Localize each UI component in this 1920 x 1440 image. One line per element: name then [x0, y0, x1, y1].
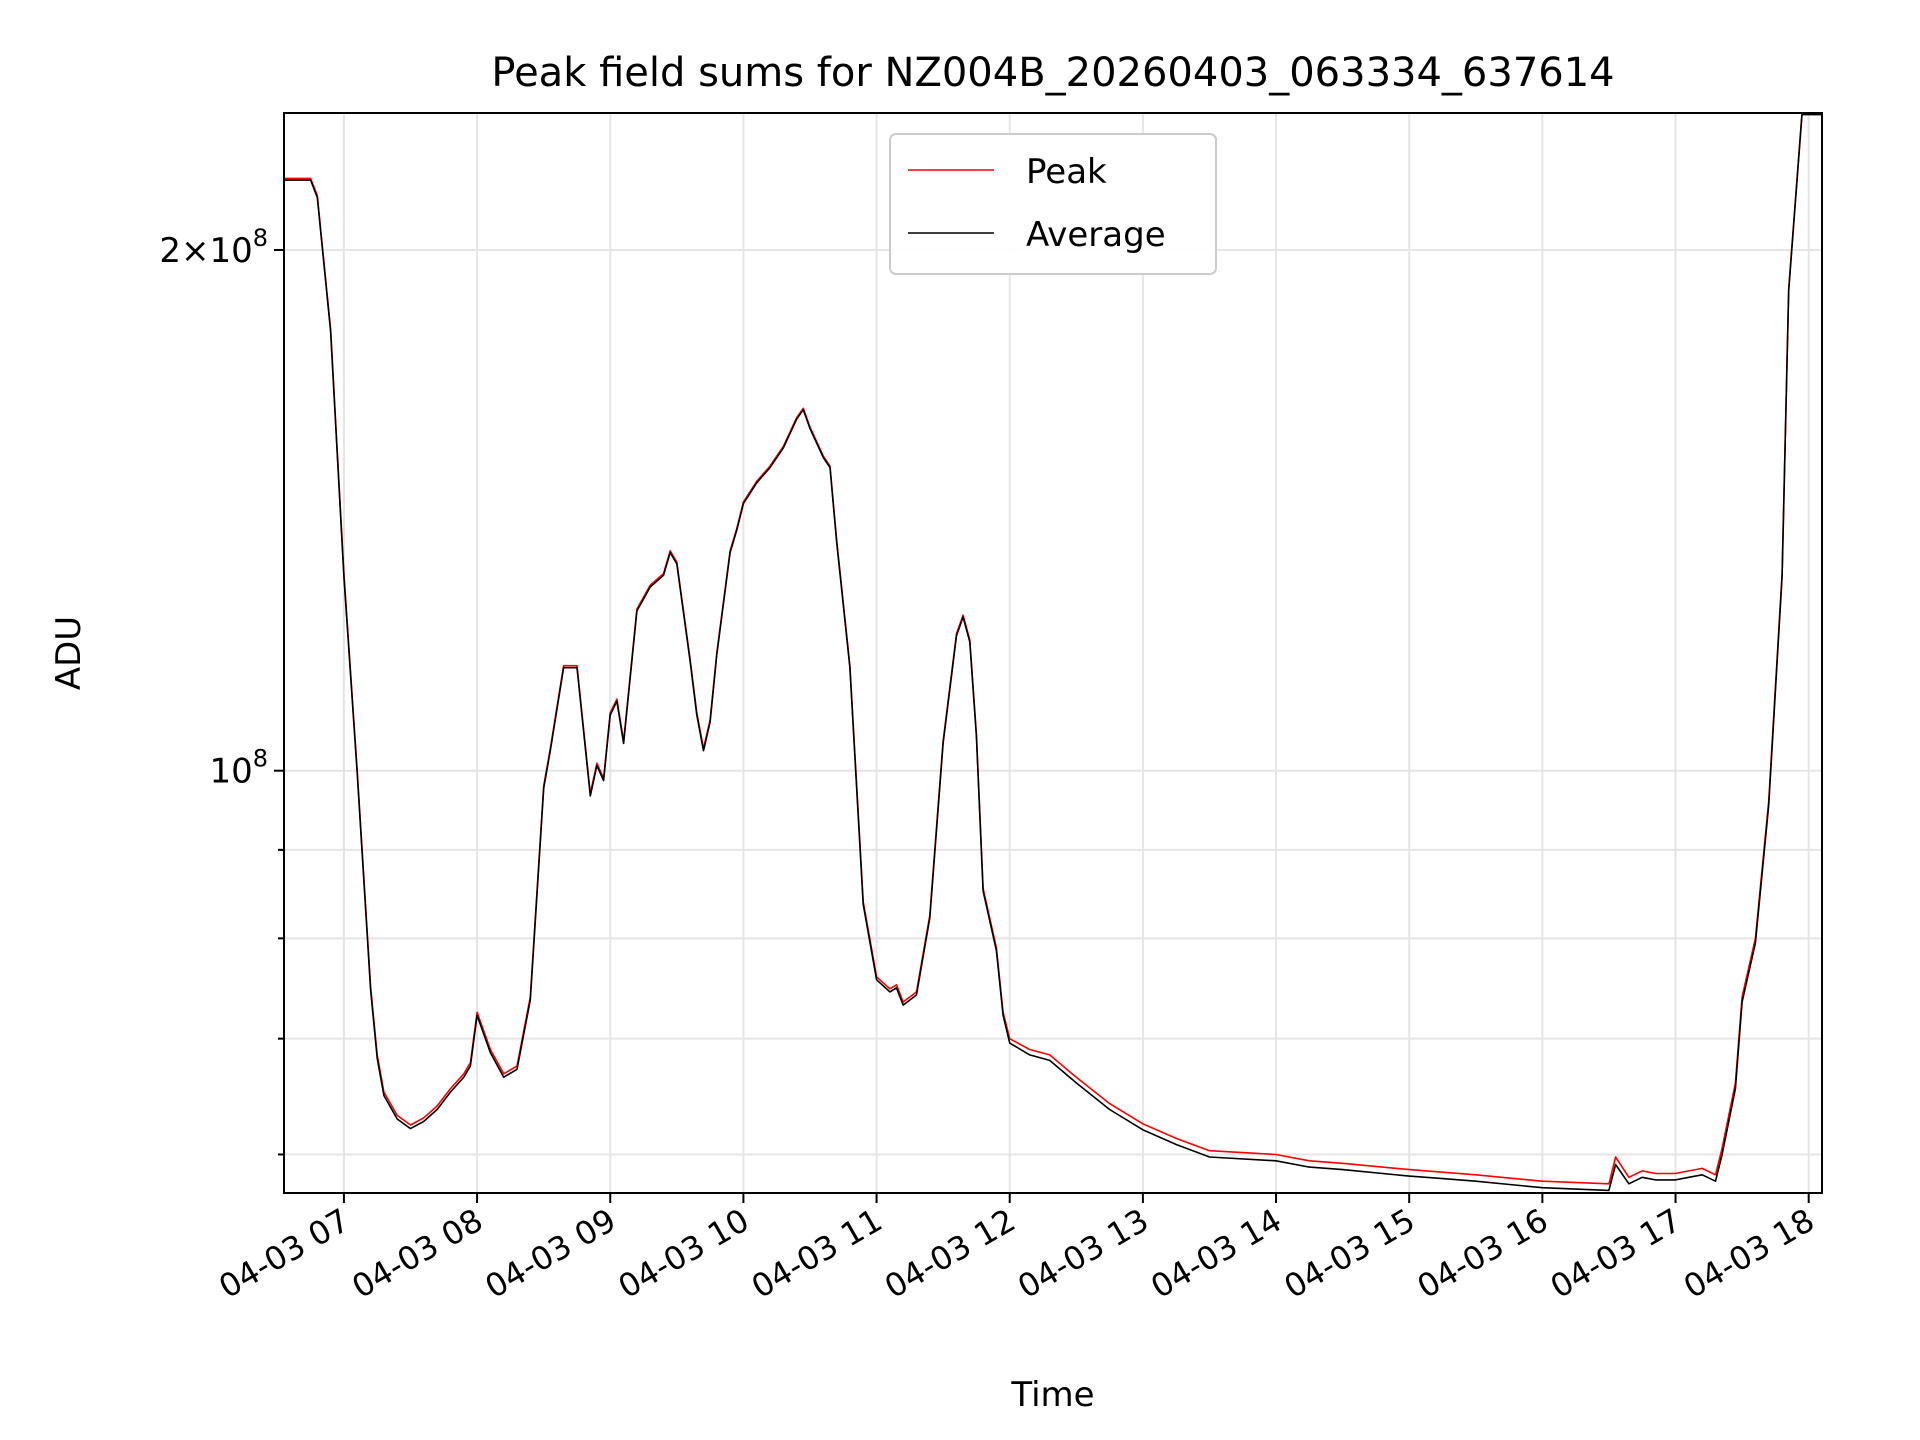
series-line-average — [284, 113, 1822, 1192]
legend-box — [889, 133, 1217, 275]
plot-frame — [283, 112, 1823, 1194]
y-tick-exponent: 8 — [253, 224, 268, 252]
y-tick-label: 108 — [209, 745, 268, 792]
y-tick-base: 10 — [209, 752, 252, 792]
legend-label-average: Average — [1026, 215, 1166, 255]
y-tick-mantissa: 2 — [159, 231, 181, 271]
chart-title: Peak field sums for NZ004B_20260403_0633… — [491, 50, 1614, 96]
series-line-peak — [284, 112, 1822, 1185]
series-layer — [284, 112, 1822, 1192]
legend: Peak Average — [889, 133, 1217, 275]
y-axis-label: ADU — [49, 616, 89, 690]
y-tick-base: 10 — [209, 231, 252, 271]
y-tick-label: 2×108 — [159, 224, 268, 271]
legend-label-peak: Peak — [1026, 152, 1107, 192]
x-axis-label: Time — [1010, 1375, 1094, 1415]
y-tick-exponent: 8 — [253, 745, 268, 773]
